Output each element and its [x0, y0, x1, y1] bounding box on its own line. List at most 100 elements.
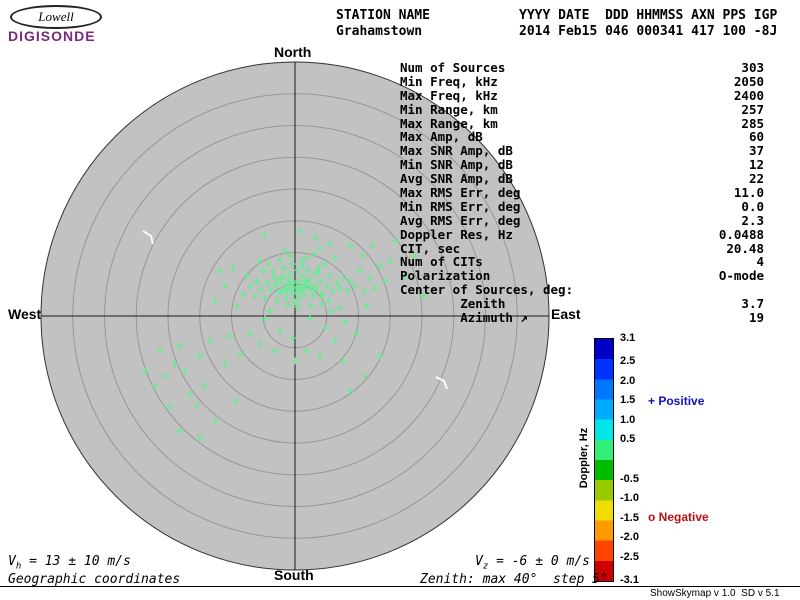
source-marker	[247, 282, 255, 290]
source-marker	[321, 324, 329, 332]
source-marker	[176, 342, 184, 350]
source-marker	[301, 277, 309, 285]
stat-row: Avg RMS Err, deg 2.3	[400, 212, 764, 228]
colorbar-tick: -2.0	[620, 531, 639, 544]
source-marker	[411, 252, 419, 260]
stat-value: 0.0488	[718, 226, 764, 242]
source-marker	[286, 252, 294, 260]
source-marker	[251, 292, 259, 300]
source-marker	[361, 372, 369, 380]
stat-label: Avg SNR Amp, dB	[400, 171, 513, 187]
stat-value: 60	[748, 129, 764, 145]
stat-value: 4	[756, 254, 764, 270]
stat-row: Avg SNR Amp, dB 22	[400, 172, 764, 186]
source-marker	[156, 347, 164, 355]
header-values: 2014 Feb15 046 000341 417 100 -8J	[519, 24, 778, 39]
stat-row: Min RMS Err, deg 0.0	[400, 200, 764, 214]
version-label: ShowSkymap v 1.0 SD v 5.1	[650, 588, 780, 599]
source-marker	[305, 276, 313, 284]
stat-label: Doppler Res, Hz	[400, 226, 513, 242]
stat-label: Max Range, km	[400, 115, 498, 131]
source-marker	[280, 272, 288, 280]
compass-east: East	[551, 306, 581, 322]
horizontal-velocity: Vh = 13 ± 10 m/s	[8, 554, 131, 572]
source-marker	[229, 264, 237, 272]
source-marker	[331, 254, 339, 262]
source-marker	[386, 257, 394, 265]
source-marker	[288, 290, 296, 298]
source-marker	[261, 315, 269, 323]
source-marker	[278, 287, 286, 295]
source-marker	[261, 294, 269, 302]
stat-row: Max Amp, dB 60	[400, 130, 764, 144]
source-marker	[291, 357, 299, 365]
stat-value: 0.0	[741, 198, 764, 214]
source-marker	[151, 382, 159, 390]
source-marker	[211, 417, 219, 425]
source-marker	[302, 254, 310, 262]
stat-label: Zenith	[400, 296, 506, 312]
source-marker	[316, 277, 324, 285]
source-marker	[291, 298, 299, 306]
source-marker	[221, 360, 229, 368]
source-marker	[309, 292, 317, 300]
source-marker	[221, 282, 229, 290]
source-marker	[294, 277, 302, 285]
stat-row: Max Range, km 285	[400, 115, 764, 131]
source-marker	[261, 231, 269, 239]
stat-label: Avg RMS Err, deg	[400, 212, 521, 228]
colorbar-tick: -1.0	[620, 492, 639, 505]
legend-negative-label: Negative	[655, 510, 709, 524]
source-marker	[290, 279, 298, 287]
source-marker	[196, 352, 204, 360]
source-marker	[315, 264, 323, 272]
source-marker	[314, 268, 322, 276]
coordinate-system-label: Geographic coordinates	[8, 572, 181, 587]
stat-value: O-mode	[718, 268, 764, 284]
source-marker	[281, 247, 289, 255]
stat-label: Min Freq, kHz	[400, 73, 498, 89]
stat-row: Doppler Res, Hz 0.0488	[400, 226, 764, 242]
source-marker	[271, 281, 279, 289]
header-station-name: Grahamstown	[336, 24, 423, 39]
circle-marker-icon: o	[648, 510, 656, 524]
source-marker	[381, 277, 389, 285]
source-marker	[333, 279, 341, 287]
stat-row: Min Freq, kHz 2050	[400, 73, 764, 89]
source-marker	[316, 244, 324, 252]
colorbar-tick: -3.1	[620, 574, 639, 586]
source-marker	[308, 282, 316, 290]
plus-marker-icon: +	[648, 394, 656, 408]
stat-label: Center of Sources, deg:	[400, 282, 574, 298]
header-station-label: STATION NAME	[336, 8, 430, 23]
source-marker	[346, 277, 354, 285]
source-marker	[276, 256, 284, 264]
stat-label: Max RMS Err, deg	[400, 185, 521, 201]
source-marker	[282, 279, 290, 287]
stat-label: Azimuth ↗	[400, 310, 528, 326]
stat-value: 2400	[733, 87, 764, 103]
source-marker	[371, 284, 379, 292]
source-marker	[297, 257, 305, 265]
compass-north: North	[274, 44, 312, 60]
source-marker	[299, 262, 307, 270]
stat-value: 3.7	[741, 296, 764, 312]
stat-row: Min Range, km 257	[400, 102, 764, 117]
source-marker	[193, 402, 201, 410]
source-marker	[246, 330, 254, 338]
source-marker	[363, 302, 371, 310]
source-marker	[321, 260, 329, 268]
colorbar-tick: -1.5	[620, 511, 639, 524]
source-marker	[233, 302, 241, 310]
source-marker	[346, 387, 354, 395]
source-marker	[273, 297, 281, 305]
source-marker	[166, 402, 174, 410]
digisonde-brand: DIGISONDE	[8, 28, 96, 44]
stats-panel: Num of Sources 303 Min Freq, kHz 2050 Max …	[400, 61, 764, 325]
stat-value: 11.0	[733, 185, 764, 201]
source-marker	[270, 274, 278, 282]
source-marker	[263, 279, 271, 287]
stat-row: CIT, sec 20.48	[400, 241, 764, 256]
stat-row: Azimuth ↗ 19	[400, 311, 764, 325]
